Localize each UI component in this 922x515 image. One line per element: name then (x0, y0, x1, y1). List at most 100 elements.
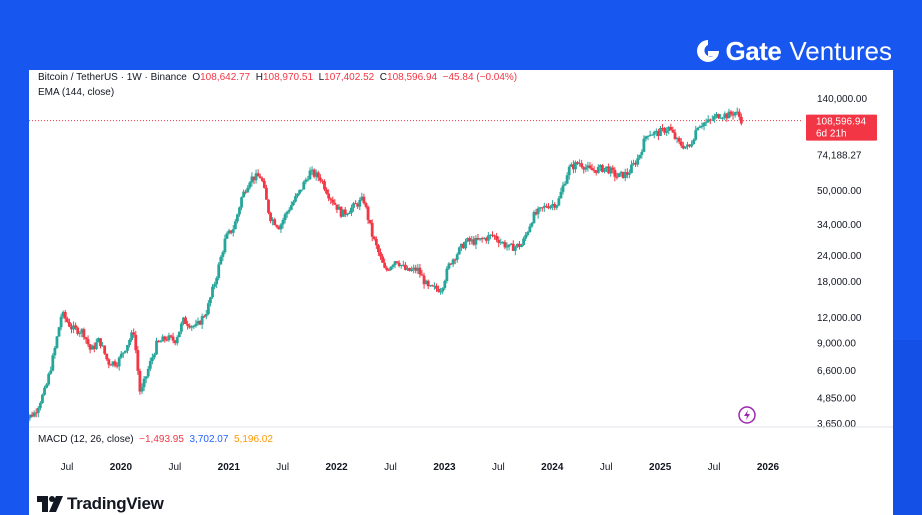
candle (735, 107, 739, 115)
candle-body (173, 340, 177, 344)
candle-body (34, 412, 38, 414)
candle-body (345, 213, 349, 215)
candle-body (542, 205, 546, 208)
candle (142, 376, 146, 391)
candle (43, 385, 46, 396)
candle (598, 164, 602, 172)
candle (331, 196, 335, 206)
candle (227, 228, 231, 235)
x-tick-label: Jul (276, 462, 289, 473)
candle (231, 224, 235, 237)
candle (356, 202, 360, 209)
candle (646, 135, 650, 141)
candle (117, 356, 121, 371)
candle-body (578, 163, 582, 165)
candle (567, 164, 571, 180)
candle-body (265, 187, 268, 200)
candle (354, 200, 358, 205)
candle (306, 175, 310, 182)
y-tick-label: 6,600.00 (817, 366, 856, 377)
candle-body (418, 267, 422, 275)
candle-body (706, 119, 710, 122)
candle (638, 154, 642, 161)
candle (364, 201, 368, 209)
candle (202, 314, 206, 318)
candle-body (254, 173, 258, 181)
candle-body (590, 168, 594, 171)
candle-body (279, 224, 283, 230)
candle (522, 236, 526, 246)
candle-body (381, 256, 384, 263)
y-tick-label: 140,000.00 (817, 94, 867, 105)
candle-body (435, 285, 438, 289)
candle-body (171, 336, 175, 341)
candle-body (138, 370, 142, 392)
candle (501, 240, 505, 245)
candle-body (94, 342, 98, 350)
candle-body (53, 347, 57, 356)
candle-body (41, 394, 44, 403)
candle-body (545, 205, 548, 207)
candle-body (140, 387, 144, 392)
candle (38, 401, 42, 411)
candle-body (422, 275, 426, 285)
candle-body (586, 165, 590, 168)
candle (221, 250, 225, 262)
candle-body (725, 113, 729, 119)
candle (347, 210, 351, 215)
candle-body (277, 226, 281, 230)
candle-body (710, 119, 714, 121)
candle (582, 165, 586, 174)
candle (233, 218, 237, 230)
candle (132, 328, 136, 338)
candle-body (163, 336, 167, 340)
candle-body (63, 311, 67, 319)
candle (374, 236, 378, 249)
candle (179, 321, 183, 335)
candle (30, 411, 34, 418)
candle (559, 187, 563, 199)
candle (285, 210, 289, 218)
candle-body (399, 265, 403, 267)
candle-body (153, 354, 156, 358)
candle (416, 263, 420, 275)
candle (350, 204, 353, 216)
candle (45, 382, 48, 389)
candle (225, 231, 229, 240)
candle-body (731, 114, 735, 116)
candle-body (111, 361, 115, 366)
candle (406, 265, 409, 271)
candle-body (32, 412, 36, 417)
candle-body (109, 364, 113, 366)
candle-body (721, 117, 725, 119)
candle (410, 266, 414, 272)
price-chart[interactable]: 140,000.00 74,188.27 50,000.00 34,000.00 24,… (29, 70, 893, 515)
candle-body (453, 259, 457, 261)
x-tick-label: 2025 (649, 462, 672, 473)
candle-body (401, 264, 405, 266)
candle-body (723, 113, 727, 118)
candle (140, 383, 144, 395)
candle-body (472, 239, 476, 245)
candle (192, 324, 196, 329)
candle (542, 202, 546, 212)
candle-body (613, 169, 617, 177)
candle (161, 334, 165, 342)
alert-icon[interactable] (738, 406, 756, 424)
candle-body (611, 167, 615, 170)
candle (59, 313, 63, 331)
candle (273, 217, 277, 226)
candle-body (165, 339, 169, 341)
candle-body (681, 145, 685, 149)
y-tick-label: 3,650.00 (817, 419, 856, 430)
candle-body (683, 146, 687, 149)
candle (153, 352, 156, 360)
low-value: 107,402.52 (324, 72, 375, 83)
candle-body (430, 285, 434, 287)
candle (248, 181, 252, 190)
candle-body (296, 193, 299, 197)
candle-body (333, 202, 337, 205)
candle-body (532, 212, 536, 223)
candle (671, 126, 675, 134)
candle (667, 125, 671, 135)
